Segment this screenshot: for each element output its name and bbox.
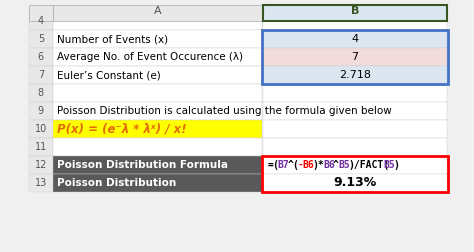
FancyBboxPatch shape — [54, 84, 262, 102]
Text: Poisson Distribution Formula: Poisson Distribution Formula — [57, 160, 228, 170]
FancyBboxPatch shape — [54, 138, 262, 156]
FancyBboxPatch shape — [54, 12, 262, 30]
FancyBboxPatch shape — [54, 174, 262, 192]
FancyBboxPatch shape — [263, 12, 447, 30]
FancyBboxPatch shape — [29, 120, 53, 138]
Text: Average No. of Event Occurence (λ): Average No. of Event Occurence (λ) — [57, 52, 243, 62]
FancyBboxPatch shape — [29, 138, 53, 156]
Text: (: ( — [273, 160, 278, 170]
Text: B: B — [351, 6, 359, 16]
Text: )/FACT(: )/FACT( — [348, 160, 390, 170]
FancyBboxPatch shape — [263, 48, 447, 66]
Text: 6: 6 — [38, 52, 44, 62]
Text: B6: B6 — [323, 160, 335, 170]
Text: 9: 9 — [38, 106, 44, 116]
Text: -: - — [298, 160, 303, 170]
Text: A: A — [154, 6, 162, 16]
FancyBboxPatch shape — [263, 120, 447, 138]
FancyBboxPatch shape — [263, 30, 447, 48]
Text: 7: 7 — [351, 52, 358, 62]
Text: )*: )* — [313, 160, 325, 170]
Text: Number of Events (x): Number of Events (x) — [57, 34, 168, 44]
Text: ^: ^ — [333, 160, 339, 170]
FancyBboxPatch shape — [263, 84, 447, 102]
Text: 5: 5 — [38, 34, 44, 44]
Text: ^(: ^( — [288, 160, 300, 170]
Text: =: = — [267, 160, 273, 170]
Text: 2.718: 2.718 — [339, 70, 371, 80]
Text: 10: 10 — [35, 124, 47, 134]
Text: 4: 4 — [38, 16, 44, 26]
FancyBboxPatch shape — [29, 156, 53, 174]
Text: P(x) = (e⁻λ * λˣ) / x!: P(x) = (e⁻λ * λˣ) / x! — [57, 122, 187, 136]
Text: B5: B5 — [338, 160, 350, 170]
FancyBboxPatch shape — [29, 102, 53, 120]
FancyBboxPatch shape — [54, 66, 262, 84]
Text: 13: 13 — [35, 178, 47, 188]
Text: B6: B6 — [303, 160, 315, 170]
FancyBboxPatch shape — [263, 66, 447, 84]
Text: Poisson Distribution: Poisson Distribution — [57, 178, 177, 188]
FancyBboxPatch shape — [263, 102, 447, 120]
Text: 7: 7 — [38, 70, 44, 80]
FancyBboxPatch shape — [54, 156, 262, 174]
Text: B7: B7 — [277, 160, 289, 170]
Text: 4: 4 — [351, 34, 358, 44]
FancyBboxPatch shape — [54, 30, 262, 48]
Text: 12: 12 — [35, 160, 47, 170]
FancyBboxPatch shape — [29, 84, 53, 102]
Text: 8: 8 — [38, 88, 44, 98]
FancyBboxPatch shape — [29, 48, 53, 66]
Text: Poisson Distribution is calculated using the formula given below: Poisson Distribution is calculated using… — [57, 106, 392, 116]
FancyBboxPatch shape — [263, 174, 447, 192]
FancyBboxPatch shape — [54, 5, 262, 21]
FancyBboxPatch shape — [29, 12, 53, 30]
Text: Euler’s Constant (e): Euler’s Constant (e) — [57, 70, 161, 80]
FancyBboxPatch shape — [263, 138, 447, 156]
FancyBboxPatch shape — [263, 5, 447, 21]
FancyBboxPatch shape — [29, 30, 53, 48]
FancyBboxPatch shape — [29, 66, 53, 84]
Text: 11: 11 — [35, 142, 47, 152]
Text: B5: B5 — [383, 160, 395, 170]
FancyBboxPatch shape — [29, 5, 53, 21]
FancyBboxPatch shape — [54, 120, 262, 138]
FancyBboxPatch shape — [263, 156, 447, 174]
Text: ): ) — [394, 160, 400, 170]
Text: 9.13%: 9.13% — [333, 176, 376, 190]
FancyBboxPatch shape — [29, 174, 53, 192]
FancyBboxPatch shape — [54, 102, 262, 120]
FancyBboxPatch shape — [54, 48, 262, 66]
